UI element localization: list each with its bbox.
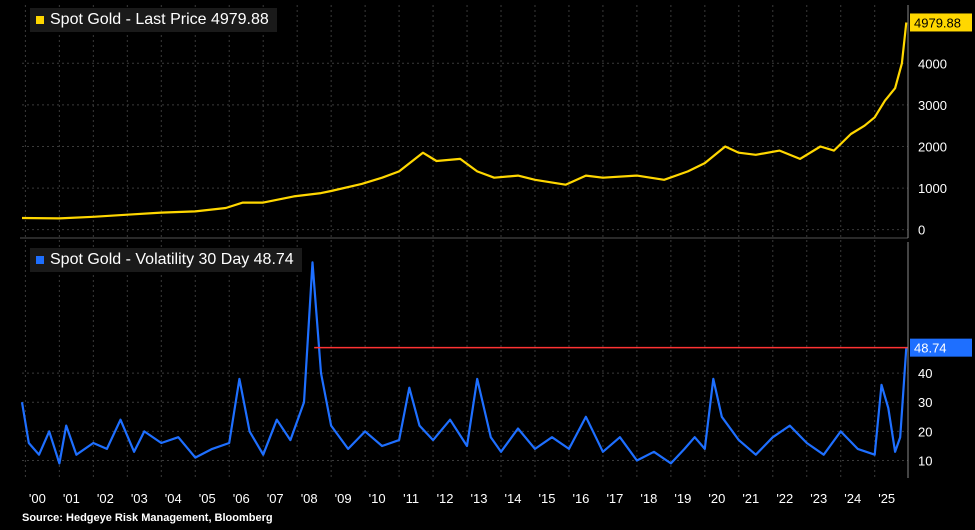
x-tick-label: '00 bbox=[29, 491, 46, 506]
gold-last-value-badge bbox=[910, 13, 972, 32]
x-tick-label: '02 bbox=[97, 491, 114, 506]
y-tick-label: 10 bbox=[918, 454, 932, 469]
x-tick-label: '10 bbox=[369, 491, 386, 506]
gold-price-series bbox=[21, 22, 908, 220]
vol-legend-swatch bbox=[36, 256, 44, 264]
x-tick-label: '15 bbox=[539, 491, 556, 506]
vol-series-line bbox=[20, 261, 908, 465]
x-tick-label: '14 bbox=[505, 491, 522, 506]
grid bbox=[22, 5, 908, 478]
gold-legend-label: Spot Gold - Last Price 4979.88 bbox=[50, 11, 269, 28]
x-tick-label: '22 bbox=[776, 491, 793, 506]
x-tick-label: '21 bbox=[742, 491, 759, 506]
x-tick-label: '09 bbox=[335, 491, 352, 506]
x-tick-label: '11 bbox=[403, 491, 419, 506]
x-tick-label: '17 bbox=[606, 491, 623, 506]
gold-legend-swatch bbox=[36, 16, 44, 24]
x-tick-label: '23 bbox=[810, 491, 827, 506]
x-tick-label: '03 bbox=[131, 491, 148, 506]
vol-last-value-badge bbox=[910, 338, 972, 357]
y-tick-label: 1000 bbox=[918, 181, 947, 196]
x-tick-label: '18 bbox=[640, 491, 657, 506]
x-tick-label: '13 bbox=[471, 491, 488, 506]
gold-series-line bbox=[21, 22, 908, 220]
x-tick-label: '25 bbox=[878, 491, 895, 506]
x-tick-label: '01 bbox=[63, 491, 80, 506]
x-tick-label: '20 bbox=[708, 491, 725, 506]
vol-legend: Spot Gold - Volatility 30 Day 48.74 bbox=[30, 248, 302, 272]
x-tick-label: '24 bbox=[844, 491, 861, 506]
axes: '00 '01 '02 '03 '04 '05 '06 '07 '08 '09 '10 '11 '12 '… bbox=[29, 5, 972, 506]
y-tick-label: 4000 bbox=[918, 56, 947, 71]
y-tick-label: 2000 bbox=[918, 139, 947, 154]
gold-legend: Spot Gold - Last Price 4979.88 bbox=[30, 8, 277, 32]
x-tick-label: '19 bbox=[674, 491, 691, 506]
x-tick-label: '07 bbox=[267, 491, 284, 506]
x-tick-label: '06 bbox=[233, 491, 250, 506]
source-note: Source: Hedgeye Risk Management, Bloombe… bbox=[22, 512, 273, 524]
vol-last-value-label: 48.74 bbox=[914, 341, 947, 356]
y-tick-label: 0 bbox=[918, 223, 925, 238]
volatility-series bbox=[20, 261, 908, 465]
x-tick-label: '16 bbox=[572, 491, 589, 506]
gold-last-value-label: 4979.88 bbox=[914, 15, 961, 30]
x-tick-label: '05 bbox=[199, 491, 216, 506]
y-tick-label: 3000 bbox=[918, 98, 947, 113]
y-tick-label: 30 bbox=[918, 395, 932, 410]
x-tick-label: '08 bbox=[301, 491, 318, 506]
y-tick-label: 20 bbox=[918, 424, 932, 439]
y-tick-label: 40 bbox=[918, 366, 932, 381]
x-tick-label: '12 bbox=[437, 491, 454, 506]
x-tick-label: '04 bbox=[165, 491, 182, 506]
vol-legend-label: Spot Gold - Volatility 30 Day 48.74 bbox=[50, 251, 294, 268]
